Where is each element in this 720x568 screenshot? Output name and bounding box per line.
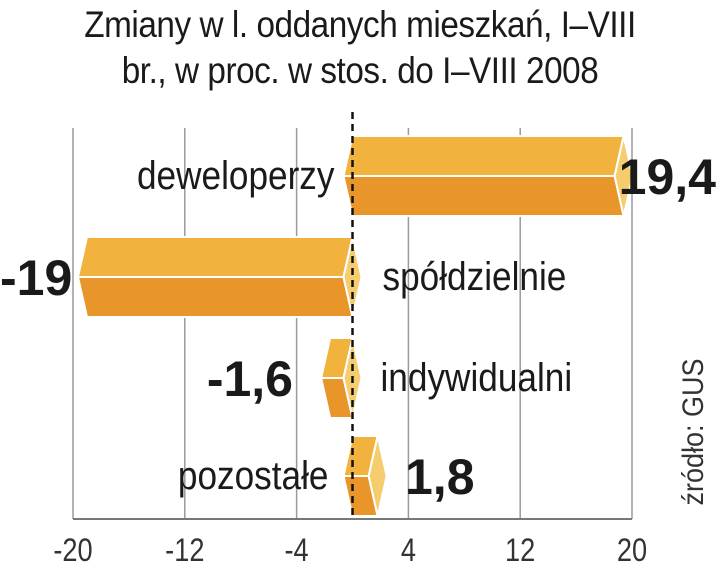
bar-end-cap [367, 435, 388, 517]
chart-title: Zmiany w l. oddanych mieszkań, I–VIII br… [36, 2, 684, 94]
category-label: deweloperzy [137, 153, 335, 198]
title-line-1: Zmiany w l. oddanych mieszkań, I–VIII [84, 4, 636, 45]
x-tick-label: 4 [401, 533, 416, 568]
x-tick-label: 20 [617, 533, 647, 568]
category-label: pozostałe [178, 453, 329, 498]
bar-bottom-face [342, 175, 625, 217]
category-label: indywidualni [381, 355, 573, 400]
x-tick-label: -20 [53, 533, 92, 568]
title-line-2: br., w proc. w stos. do I–VIII 2008 [121, 50, 599, 91]
x-tick-label: 12 [505, 533, 535, 568]
bar-top-face [76, 236, 354, 278]
value-label: 1,8 [405, 449, 475, 505]
bar-bottom-face [76, 276, 354, 318]
value-label: -19 [0, 250, 72, 306]
source-label: źródło: GUS [677, 359, 711, 506]
value-label: 19,4 [619, 149, 717, 205]
value-label: -1,6 [207, 351, 293, 407]
x-tick-label: -12 [165, 533, 204, 568]
x-tick-label: -4 [285, 533, 309, 568]
category-label: spółdzielnie [383, 254, 567, 299]
bar-top-face [342, 135, 625, 177]
bar-end-cap [613, 135, 634, 217]
